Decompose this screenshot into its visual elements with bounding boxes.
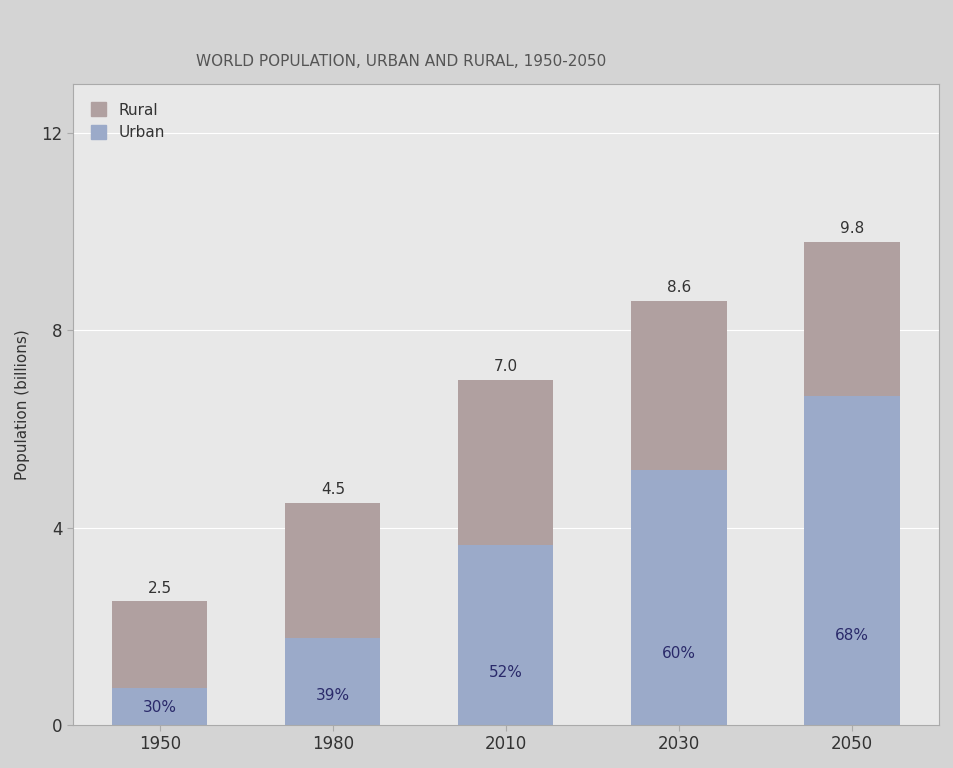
Text: 7.0: 7.0: [494, 359, 517, 374]
Bar: [112, 687, 207, 724]
Bar: [803, 242, 899, 396]
Bar: [112, 601, 207, 687]
Text: 60%: 60%: [661, 646, 696, 661]
Bar: [285, 503, 380, 638]
Text: 30%: 30%: [143, 700, 176, 715]
Text: 9.8: 9.8: [839, 221, 863, 236]
Text: 52%: 52%: [489, 665, 522, 680]
Text: WORLD POPULATION, URBAN AND RURAL, 1950-2050: WORLD POPULATION, URBAN AND RURAL, 1950-…: [195, 54, 605, 69]
Text: 39%: 39%: [315, 688, 350, 703]
Bar: [457, 545, 553, 724]
Bar: [803, 396, 899, 724]
Y-axis label: Population (billions): Population (billions): [15, 329, 30, 480]
Bar: [285, 638, 380, 724]
Bar: [631, 470, 726, 724]
Legend: Rural, Urban: Rural, Urban: [85, 96, 171, 147]
Text: 4.5: 4.5: [320, 482, 345, 497]
Text: 68%: 68%: [834, 627, 868, 643]
Text: 8.6: 8.6: [666, 280, 690, 295]
Bar: [457, 379, 553, 545]
Text: 2.5: 2.5: [148, 581, 172, 595]
Bar: [631, 301, 726, 470]
